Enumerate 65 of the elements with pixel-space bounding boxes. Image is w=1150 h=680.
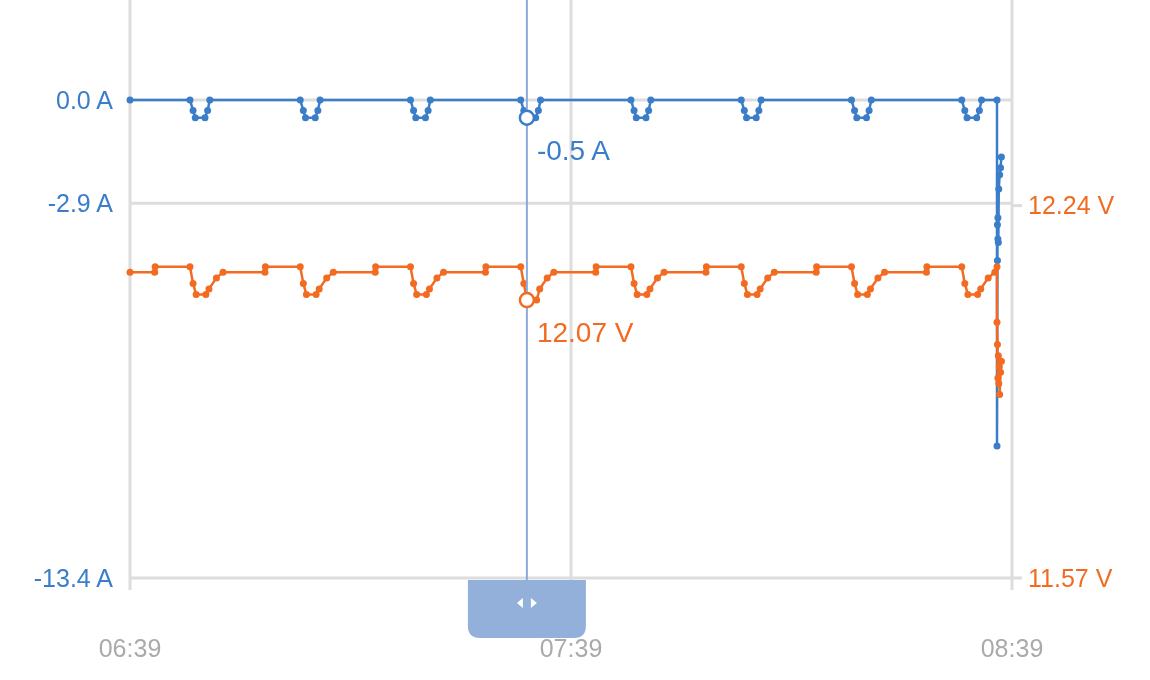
point [630, 107, 638, 115]
point [126, 96, 134, 104]
y-tick-label: -2.9 A [47, 189, 114, 218]
point [311, 114, 319, 122]
point [993, 221, 1001, 229]
point [647, 96, 655, 104]
y-tick-label: 0.0 A [56, 85, 114, 114]
point [997, 153, 1005, 161]
point [189, 107, 197, 115]
point [201, 114, 209, 122]
point [537, 96, 545, 104]
point [997, 164, 1005, 172]
point [963, 114, 971, 122]
point [191, 114, 199, 122]
point [412, 114, 420, 122]
point [961, 107, 969, 115]
annotation: 12.07 V [536, 317, 634, 349]
point [632, 114, 640, 122]
point [642, 114, 650, 122]
point [994, 214, 1002, 222]
point [958, 96, 966, 104]
point [517, 96, 525, 104]
y2-tick-label: 11.57 V [1028, 563, 1113, 592]
x-tick-label: 08:39 [980, 634, 1044, 662]
y-tick-label: -13.4 A [33, 563, 114, 592]
x-tick-label: 06:39 [98, 634, 162, 662]
point [737, 96, 745, 104]
point [299, 107, 307, 115]
point [993, 256, 1001, 264]
point [410, 107, 418, 115]
point [296, 96, 304, 104]
point [757, 96, 765, 104]
point [534, 107, 542, 115]
point [314, 107, 322, 115]
point [995, 185, 1003, 193]
point [755, 107, 763, 115]
point [865, 107, 873, 115]
point [426, 96, 434, 104]
point [862, 114, 870, 122]
point [186, 96, 194, 104]
point [421, 114, 429, 122]
point [206, 96, 214, 104]
point [204, 107, 212, 115]
point [743, 114, 751, 122]
point [752, 114, 760, 122]
x-tick-label: 07:39 [539, 634, 603, 662]
point [978, 96, 986, 104]
point [993, 442, 1001, 450]
point [316, 96, 324, 104]
point [424, 107, 432, 115]
point [740, 107, 748, 115]
point [851, 107, 859, 115]
point [994, 239, 1002, 247]
point [645, 107, 653, 115]
point [973, 114, 981, 122]
point [993, 96, 1001, 104]
point [847, 96, 855, 104]
point [302, 114, 310, 122]
point [853, 114, 861, 122]
point [627, 96, 635, 104]
annotation: -0.5 A [536, 134, 611, 166]
point [975, 107, 983, 115]
point [867, 96, 875, 104]
y2-tick-label: 12.24 V [1028, 191, 1115, 220]
point [406, 96, 414, 104]
